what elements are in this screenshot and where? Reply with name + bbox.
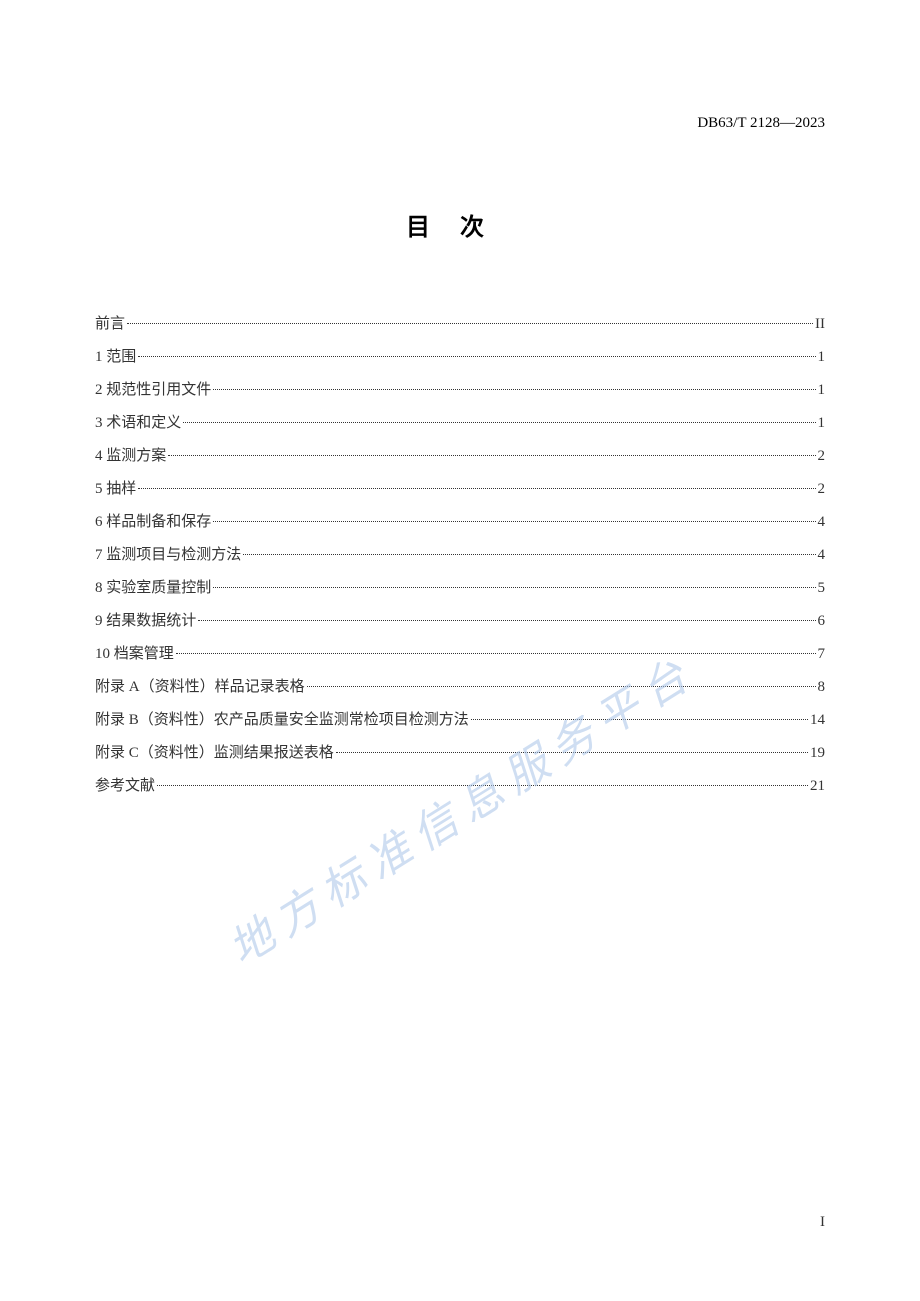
toc-dot-leader bbox=[183, 422, 815, 423]
toc-dot-leader bbox=[198, 620, 815, 621]
toc-entry-page: 2 bbox=[818, 481, 826, 498]
toc-entry-label: 5 抽样 bbox=[95, 477, 136, 498]
toc-dot-leader bbox=[127, 323, 813, 324]
toc-entry-label: 1 范围 bbox=[95, 345, 136, 366]
toc-entry-page: 1 bbox=[818, 415, 826, 432]
toc-entry-label: 9 结果数据统计 bbox=[95, 609, 196, 630]
toc-entry: 附录 B（资料性）农产品质量安全监测常检项目检测方法 14 bbox=[95, 708, 825, 741]
document-page: DB63/T 2128—2023 目次 前言II1 范围12 规范性引用文件13… bbox=[0, 0, 920, 1301]
toc-dot-leader bbox=[213, 521, 815, 522]
page-title: 目次 bbox=[95, 207, 825, 242]
page-number: I bbox=[820, 1214, 825, 1231]
toc-dot-leader bbox=[471, 719, 808, 720]
toc-entry-label: 7 监测项目与检测方法 bbox=[95, 543, 241, 564]
toc-dot-leader bbox=[213, 389, 815, 390]
toc-entry-page: II bbox=[815, 316, 825, 333]
standard-code: DB63/T 2128—2023 bbox=[697, 115, 825, 131]
toc-dot-leader bbox=[336, 752, 808, 753]
toc-entry: 8 实验室质量控制 5 bbox=[95, 576, 825, 609]
toc-entry: 5 抽样 2 bbox=[95, 477, 825, 510]
toc-entry-label: 前言 bbox=[95, 312, 125, 333]
toc-entry: 1 范围 1 bbox=[95, 345, 825, 378]
toc-entry-page: 6 bbox=[818, 613, 826, 630]
toc-entry-page: 2 bbox=[818, 448, 826, 465]
toc-entry-page: 1 bbox=[818, 349, 826, 366]
toc-entry: 6 样品制备和保存 4 bbox=[95, 510, 825, 543]
standard-code-header: DB63/T 2128—2023 bbox=[95, 115, 825, 132]
toc-entry: 3 术语和定义 1 bbox=[95, 411, 825, 444]
toc-dot-leader bbox=[213, 587, 815, 588]
toc-entry-label: 参考文献 bbox=[95, 774, 155, 795]
toc-entry-page: 8 bbox=[818, 679, 826, 696]
toc-dot-leader bbox=[176, 653, 816, 654]
toc-entry: 附录 A（资料性）样品记录表格 8 bbox=[95, 675, 825, 708]
toc-entry: 10 档案管理 7 bbox=[95, 642, 825, 675]
toc-entry-page: 21 bbox=[810, 778, 825, 795]
toc-entry: 2 规范性引用文件 1 bbox=[95, 378, 825, 411]
toc-entry-label: 8 实验室质量控制 bbox=[95, 576, 211, 597]
toc-entry-label: 附录 B（资料性）农产品质量安全监测常检项目检测方法 bbox=[95, 708, 469, 729]
toc-entry-label: 10 档案管理 bbox=[95, 642, 174, 663]
toc-entry: 参考文献 21 bbox=[95, 774, 825, 807]
toc-entry-page: 19 bbox=[810, 745, 825, 762]
toc-entry-page: 4 bbox=[818, 514, 826, 531]
toc-entry-label: 6 样品制备和保存 bbox=[95, 510, 211, 531]
toc-entry: 附录 C（资料性）监测结果报送表格 19 bbox=[95, 741, 825, 774]
toc-entry-page: 4 bbox=[818, 547, 826, 564]
toc-dot-leader bbox=[307, 686, 816, 687]
toc-dot-leader bbox=[243, 554, 815, 555]
toc-entry-page: 5 bbox=[818, 580, 826, 597]
toc-dot-leader bbox=[157, 785, 808, 786]
toc-entry-page: 7 bbox=[818, 646, 826, 663]
table-of-contents: 前言 II 1 范围 1 2 规范性引用文件 1 3 术语和定义 1 4 监测方案 2 5 抽样 2 6… bbox=[95, 312, 825, 807]
toc-entry-label: 4 监测方案 bbox=[95, 444, 166, 465]
toc-entry: 7 监测项目与检测方法 4 bbox=[95, 543, 825, 576]
toc-entry-label: 2 规范性引用文件 bbox=[95, 378, 211, 399]
toc-entry: 4 监测方案 2 bbox=[95, 444, 825, 477]
toc-dot-leader bbox=[138, 356, 815, 357]
toc-entry-page: 14 bbox=[810, 712, 825, 729]
toc-entry-page: 1 bbox=[818, 382, 826, 399]
toc-dot-leader bbox=[138, 488, 815, 489]
toc-entry-label: 3 术语和定义 bbox=[95, 411, 181, 432]
toc-entry-label: 附录 A（资料性）样品记录表格 bbox=[95, 675, 305, 696]
toc-entry: 前言 II bbox=[95, 312, 825, 345]
toc-entry-label: 附录 C（资料性）监测结果报送表格 bbox=[95, 741, 334, 762]
toc-dot-leader bbox=[168, 455, 815, 456]
toc-entry: 9 结果数据统计 6 bbox=[95, 609, 825, 642]
